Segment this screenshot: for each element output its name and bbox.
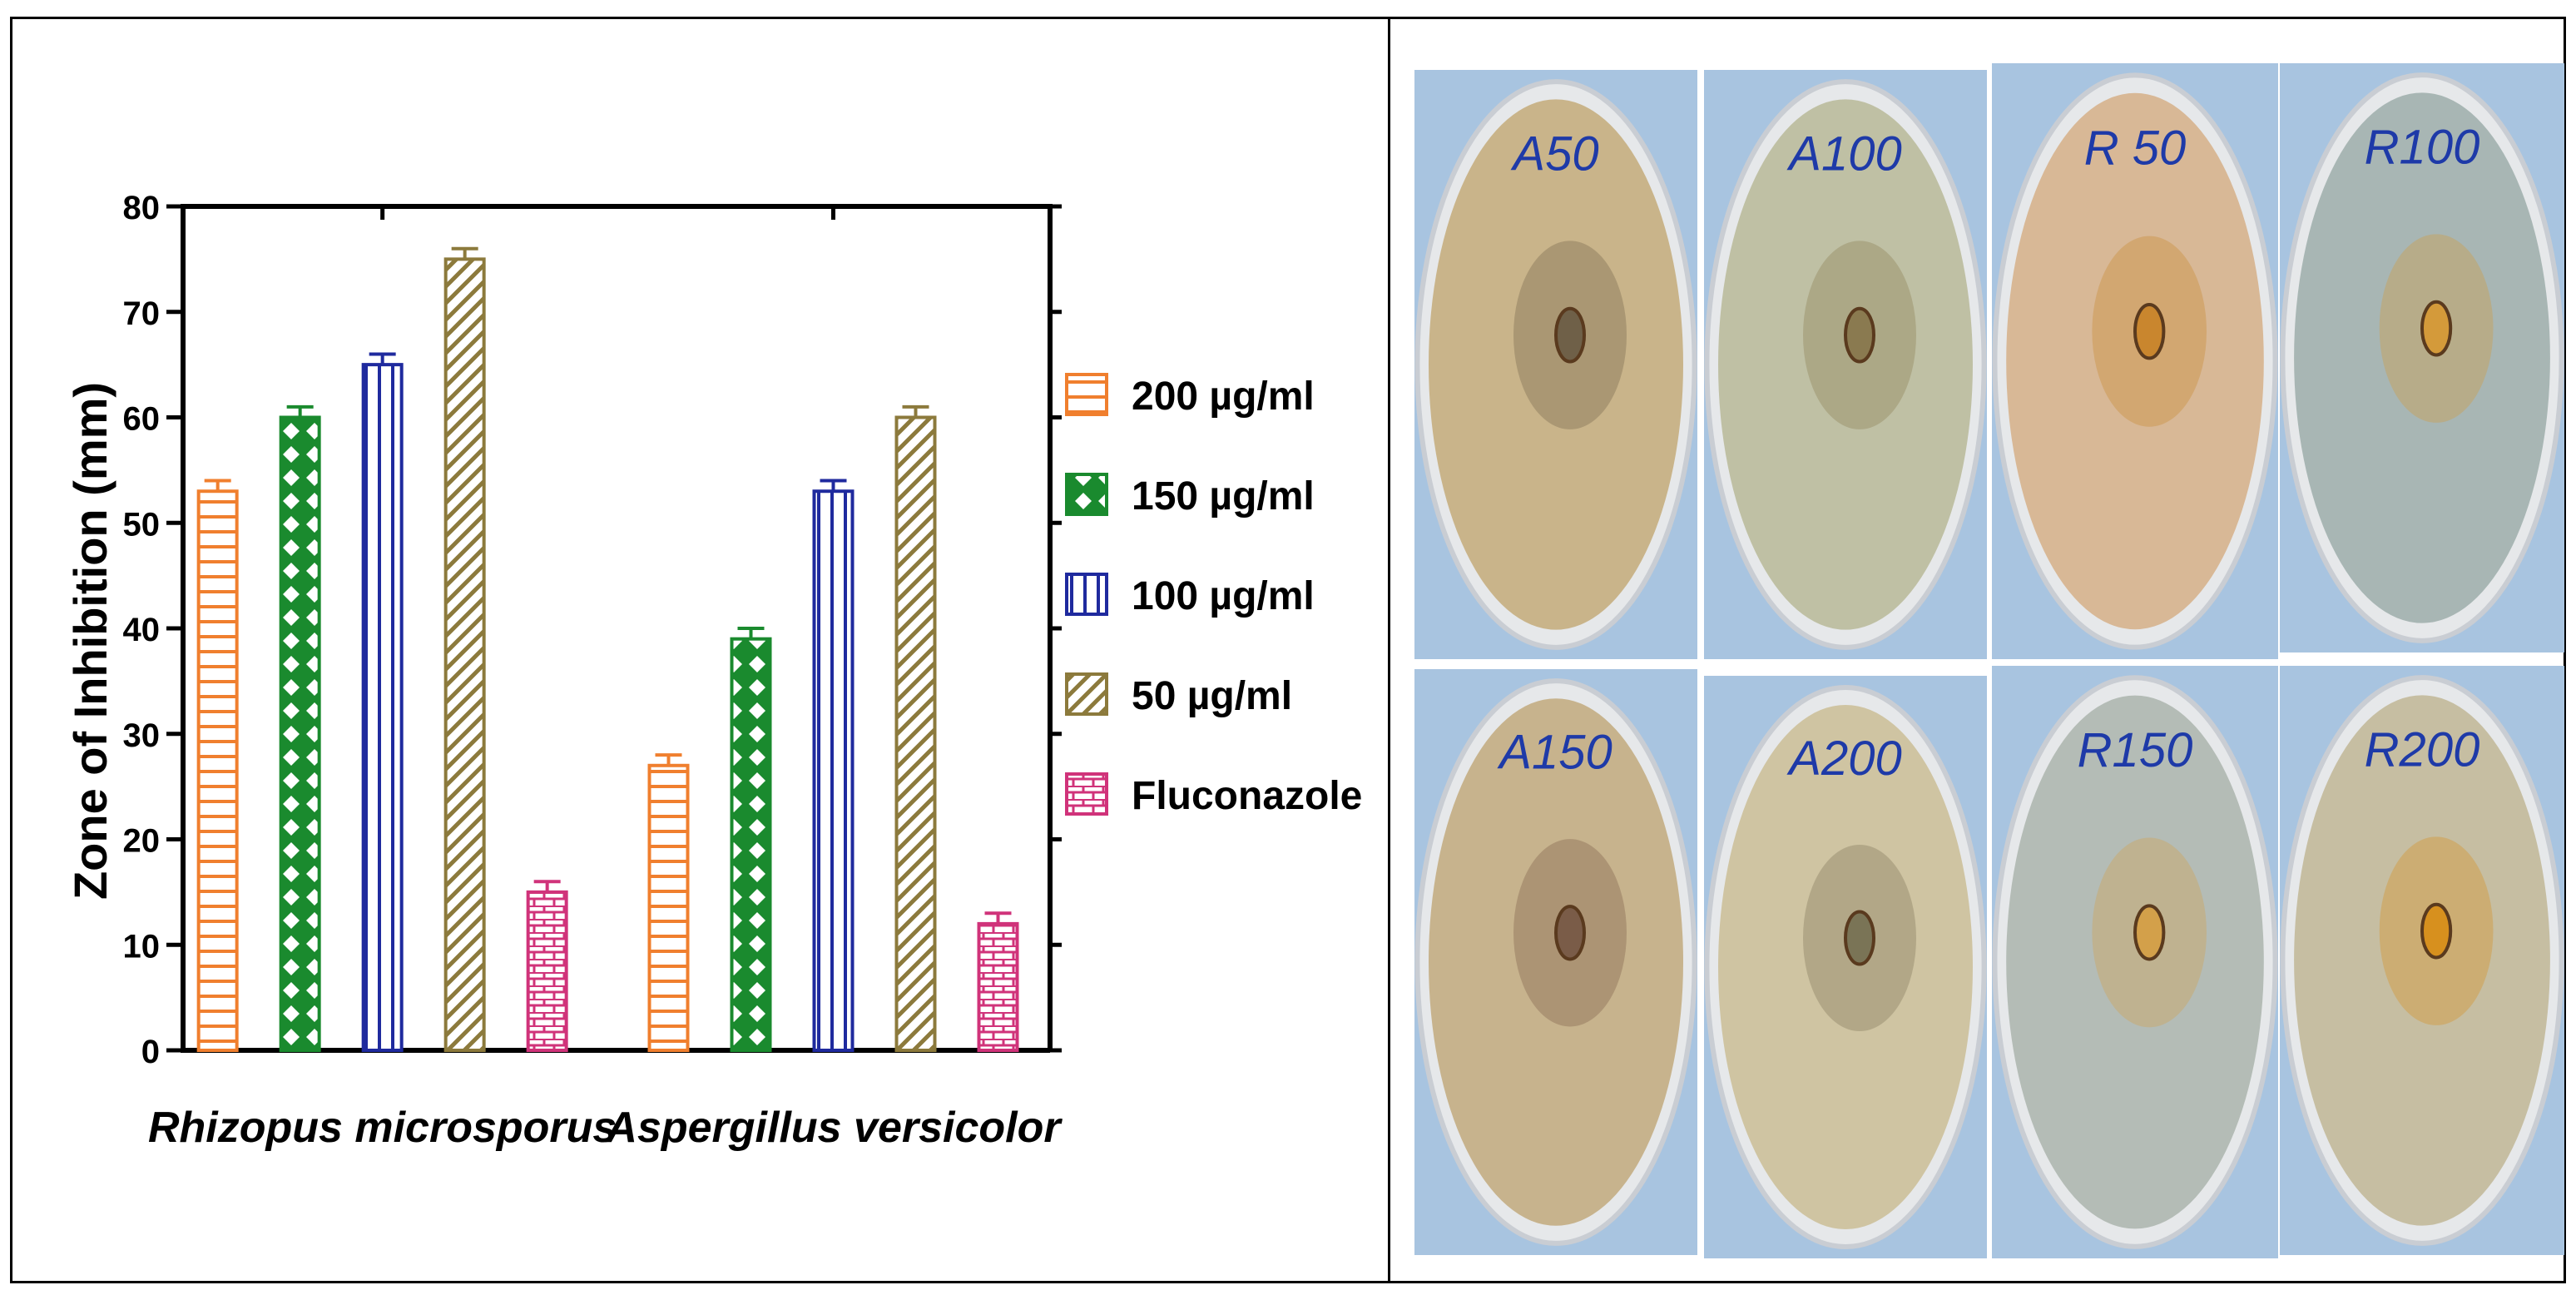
bar (361, 363, 404, 1052)
y-tick-label: 80 (123, 190, 161, 226)
plate-label: A150 (1497, 726, 1612, 780)
bar (443, 257, 486, 1052)
bar (196, 489, 239, 1052)
y-tick-label: 10 (123, 928, 161, 965)
legend-label: 200 µg/ml (1132, 375, 1315, 419)
agar-medium (1429, 99, 1683, 630)
y-axis-title: Zone of Inhibition (mm) (64, 382, 116, 900)
y-tick-label: 50 (123, 506, 161, 543)
x-category-label: Aspergillus versicolor (604, 1104, 1063, 1152)
bar (812, 489, 855, 1052)
y-tick-label: 40 (123, 612, 161, 648)
plate-label: A50 (1510, 127, 1598, 181)
well (2133, 904, 2166, 961)
y-tick-label: 60 (123, 401, 161, 438)
petri-dish-photo: A200 (1704, 676, 1987, 1258)
figure-frame (10, 17, 2566, 1283)
petri-dish-photo: R100 (2280, 63, 2564, 652)
y-tick-label: 0 (141, 1034, 160, 1070)
plate-label: R150 (2078, 723, 2193, 777)
well (2420, 300, 2453, 357)
agar-medium (2006, 695, 2264, 1229)
y-tick-label: 70 (123, 295, 161, 332)
agar-medium (1429, 698, 1683, 1226)
well (2420, 902, 2453, 960)
petri-dish-photo: R 50 (1992, 63, 2278, 659)
legend-label: 100 µg/ml (1132, 574, 1315, 618)
petri-dish-photo: A150 (1414, 669, 1697, 1255)
legend-swatch (1065, 473, 1108, 516)
well (1554, 306, 1586, 364)
legend-label: Fluconazole (1132, 774, 1362, 818)
agar-medium (2006, 92, 2264, 630)
well (1844, 306, 1875, 364)
bar (526, 890, 568, 1052)
plate-label: A200 (1786, 732, 1901, 786)
plate-label: R 50 (2084, 122, 2187, 176)
y-tick-label: 30 (123, 717, 161, 754)
agar-medium (2294, 695, 2550, 1226)
plate-label: R200 (2365, 722, 2480, 777)
legend-swatch (1065, 772, 1108, 816)
plate-label: A100 (1786, 127, 1901, 181)
agar-medium (2294, 92, 2550, 623)
petri-dish-photo: A50 (1414, 70, 1697, 659)
plate-label: R100 (2365, 120, 2480, 174)
well (2133, 302, 2166, 360)
agar-medium (1718, 705, 1973, 1229)
x-category-label: Rhizopus microsporus (148, 1104, 617, 1152)
agar-medium (1718, 99, 1973, 630)
legend-swatch (1065, 672, 1108, 716)
legend-swatch (1065, 373, 1108, 416)
legend-label: 50 µg/ml (1132, 674, 1292, 718)
panel-divider (1388, 17, 1390, 1283)
legend-label: 150 µg/ml (1132, 474, 1315, 519)
legend-swatch (1065, 573, 1108, 616)
bar (279, 415, 321, 1052)
y-tick-label: 20 (123, 823, 161, 860)
petri-dish-photo: A100 (1704, 70, 1987, 659)
petri-dish-photo: R150 (1992, 666, 2278, 1258)
petri-dish-photo: R200 (2280, 666, 2564, 1255)
bar-chart: 0 10 20 30 40 50 60 70 80 Rhizopus microsporusAsp… (64, 190, 1362, 1152)
well (1844, 910, 1875, 966)
well (1554, 905, 1586, 961)
